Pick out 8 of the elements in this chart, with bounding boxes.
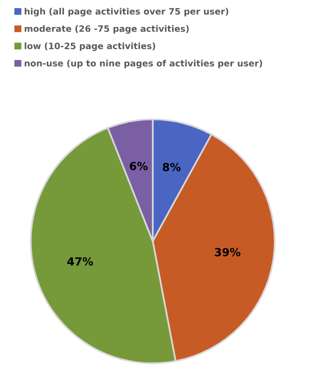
legend-label: non-use (up to nine pages of activities per user) [24, 60, 262, 68]
data-label: 6% [130, 162, 148, 170]
data-label: 47% [67, 257, 94, 266]
legend-label: moderate (26 -75 page activities) [24, 25, 189, 34]
data-label: 8% [162, 162, 181, 172]
legend-label: high (all page activities over 75 per user) [24, 8, 228, 16]
data-label: 39% [214, 248, 240, 256]
legend-label: low (10-25 page activities) [24, 42, 156, 51]
